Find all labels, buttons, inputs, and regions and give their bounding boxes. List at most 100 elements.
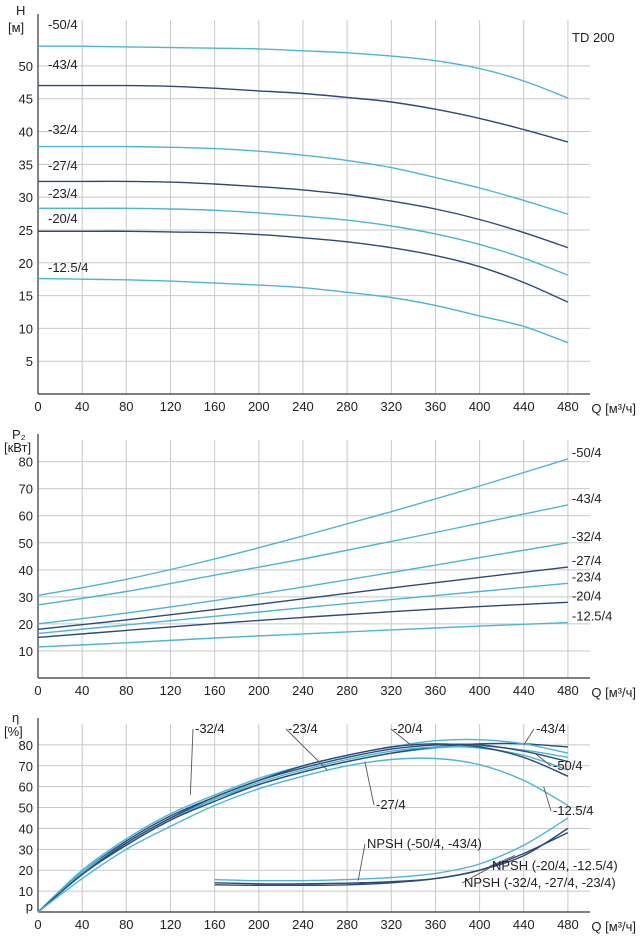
x-tick-label: 400 (469, 683, 491, 698)
y-axis-label: H (16, 3, 25, 18)
x-tick-label: 320 (380, 399, 402, 414)
series-line-head-1 (38, 84, 569, 143)
annotation-label: -43/4 (536, 721, 566, 736)
y-tick-label: 60 (19, 509, 33, 524)
series-label: -43/4 (48, 57, 78, 72)
annotation-label: NPSH (-50/4, -43/4) (367, 836, 482, 851)
series-label: -23/4 (572, 569, 602, 584)
series-line-power-3 (37, 566, 568, 630)
x-tick-label: 0 (34, 683, 41, 698)
series-line-power-4 (37, 582, 568, 635)
annotation-leader (357, 843, 366, 881)
series-label: -50/4 (572, 445, 602, 460)
series-label: -50/4 (48, 17, 78, 32)
series-line-power-6 (37, 621, 568, 648)
series-label: -12.5/4 (48, 260, 88, 275)
head-chart: 0 40 80 120 160 200 240 280 320 360 400 440 480 5 10 15… (8, 3, 636, 416)
y-tick-label: 60 (19, 780, 33, 795)
y-tick-label: 30 (19, 590, 33, 605)
x-tick-label: 360 (425, 917, 447, 932)
x-tick-label: 320 (380, 917, 402, 932)
x-tick-label: 80 (119, 917, 133, 932)
annotation-leader (364, 761, 375, 806)
x-tick-label: 480 (557, 399, 579, 414)
annotation-label: NPSH (-20/4, -12.5/4) (492, 858, 618, 873)
x-tick-label: 80 (119, 399, 133, 414)
y-tick-label: 70 (19, 482, 33, 497)
x-tick-label: 120 (160, 683, 182, 698)
x-tick-label: 40 (75, 399, 89, 414)
y-tick-label: 10 (19, 884, 33, 899)
x-tick-label: 400 (469, 399, 491, 414)
x-tick-label: 160 (204, 683, 226, 698)
x-tick-label: 200 (248, 917, 270, 932)
y-tick-label-zero: p (26, 899, 33, 914)
series-line-efficiency-8 (214, 817, 569, 882)
series-line-head-3 (37, 180, 569, 249)
annotation-label: -27/4 (376, 797, 406, 812)
series-label: -27/4 (48, 158, 78, 173)
annotation-label: -12.5/4 (553, 803, 593, 818)
annotation-leader (489, 855, 516, 867)
y-tick-label: 50 (19, 801, 33, 816)
y-tick-label: 80 (19, 738, 33, 753)
x-tick-label: 0 (34, 399, 41, 414)
x-tick-label: 80 (119, 683, 133, 698)
x-tick-label: 240 (292, 683, 314, 698)
x-tick-label: 360 (425, 399, 447, 414)
x-tick-label: 160 (204, 399, 226, 414)
series-line-efficiency-3 (37, 743, 569, 913)
annotation-leader (390, 728, 414, 748)
series-line-power-5 (37, 601, 568, 639)
y-tick-label: 20 (19, 256, 33, 271)
y-tick-label: 10 (19, 321, 33, 336)
series-line-efficiency-5 (37, 743, 569, 913)
y-tick-label: 5 (26, 354, 33, 369)
y-tick-label: 30 (19, 190, 33, 205)
y-tick-label: 40 (19, 563, 33, 578)
y-axis-unit: [%] (4, 724, 23, 739)
y-tick-label: 40 (19, 125, 33, 140)
series-line-head-5 (38, 230, 569, 303)
x-axis-label: Q [м³/ч] (591, 401, 636, 416)
x-tick-label: 0 (34, 917, 41, 932)
y-tick-label: 80 (19, 455, 33, 470)
series-label: -27/4 (572, 553, 602, 568)
series-line-power-2 (37, 542, 569, 625)
x-axis-label: Q [м³/ч] (591, 919, 636, 934)
y-tick-label: 10 (19, 644, 33, 659)
series-line-power-0 (37, 458, 569, 597)
x-tick-label: 480 (557, 683, 579, 698)
y-tick-label: 15 (19, 289, 33, 304)
x-tick-label: 240 (292, 917, 314, 932)
series-label: -32/4 (48, 122, 78, 137)
series-label: -12.5/4 (572, 609, 612, 624)
series-line-head-0 (37, 45, 569, 99)
x-tick-label: 200 (248, 683, 270, 698)
x-tick-label: 120 (160, 399, 182, 414)
annotation-leader (189, 728, 194, 796)
y-axis-unit: [м] (8, 20, 24, 35)
y-tick-label: 45 (19, 92, 33, 107)
series-line-head-4 (38, 207, 569, 276)
annotation-label: NPSH (-32/4, -27/4, -23/4) (464, 875, 616, 890)
y-axis-unit: [кВт] (4, 440, 31, 455)
series-line-head-6 (37, 277, 569, 344)
x-tick-label: 280 (336, 683, 358, 698)
annotation-label: -23/4 (288, 721, 318, 736)
x-tick-label: 200 (248, 399, 270, 414)
series-line-head-2 (38, 145, 569, 215)
x-axis-label: Q [м³/ч] (591, 685, 636, 700)
efficiency-chart: 0 40 80 120 160 200 240 280 320 360 400 440 480 10 20 3… (4, 710, 636, 934)
x-tick-label: 440 (513, 399, 535, 414)
y-axis-label: η (12, 710, 19, 725)
x-tick-label: 40 (75, 917, 89, 932)
y-tick-label: 20 (19, 863, 33, 878)
series-line-efficiency-9 (214, 827, 569, 886)
annotation-leader (285, 728, 328, 771)
series-line-efficiency-7 (214, 831, 569, 885)
series-label: -23/4 (48, 186, 78, 201)
series-label: -32/4 (572, 529, 602, 544)
annotation-label: -32/4 (195, 721, 225, 736)
